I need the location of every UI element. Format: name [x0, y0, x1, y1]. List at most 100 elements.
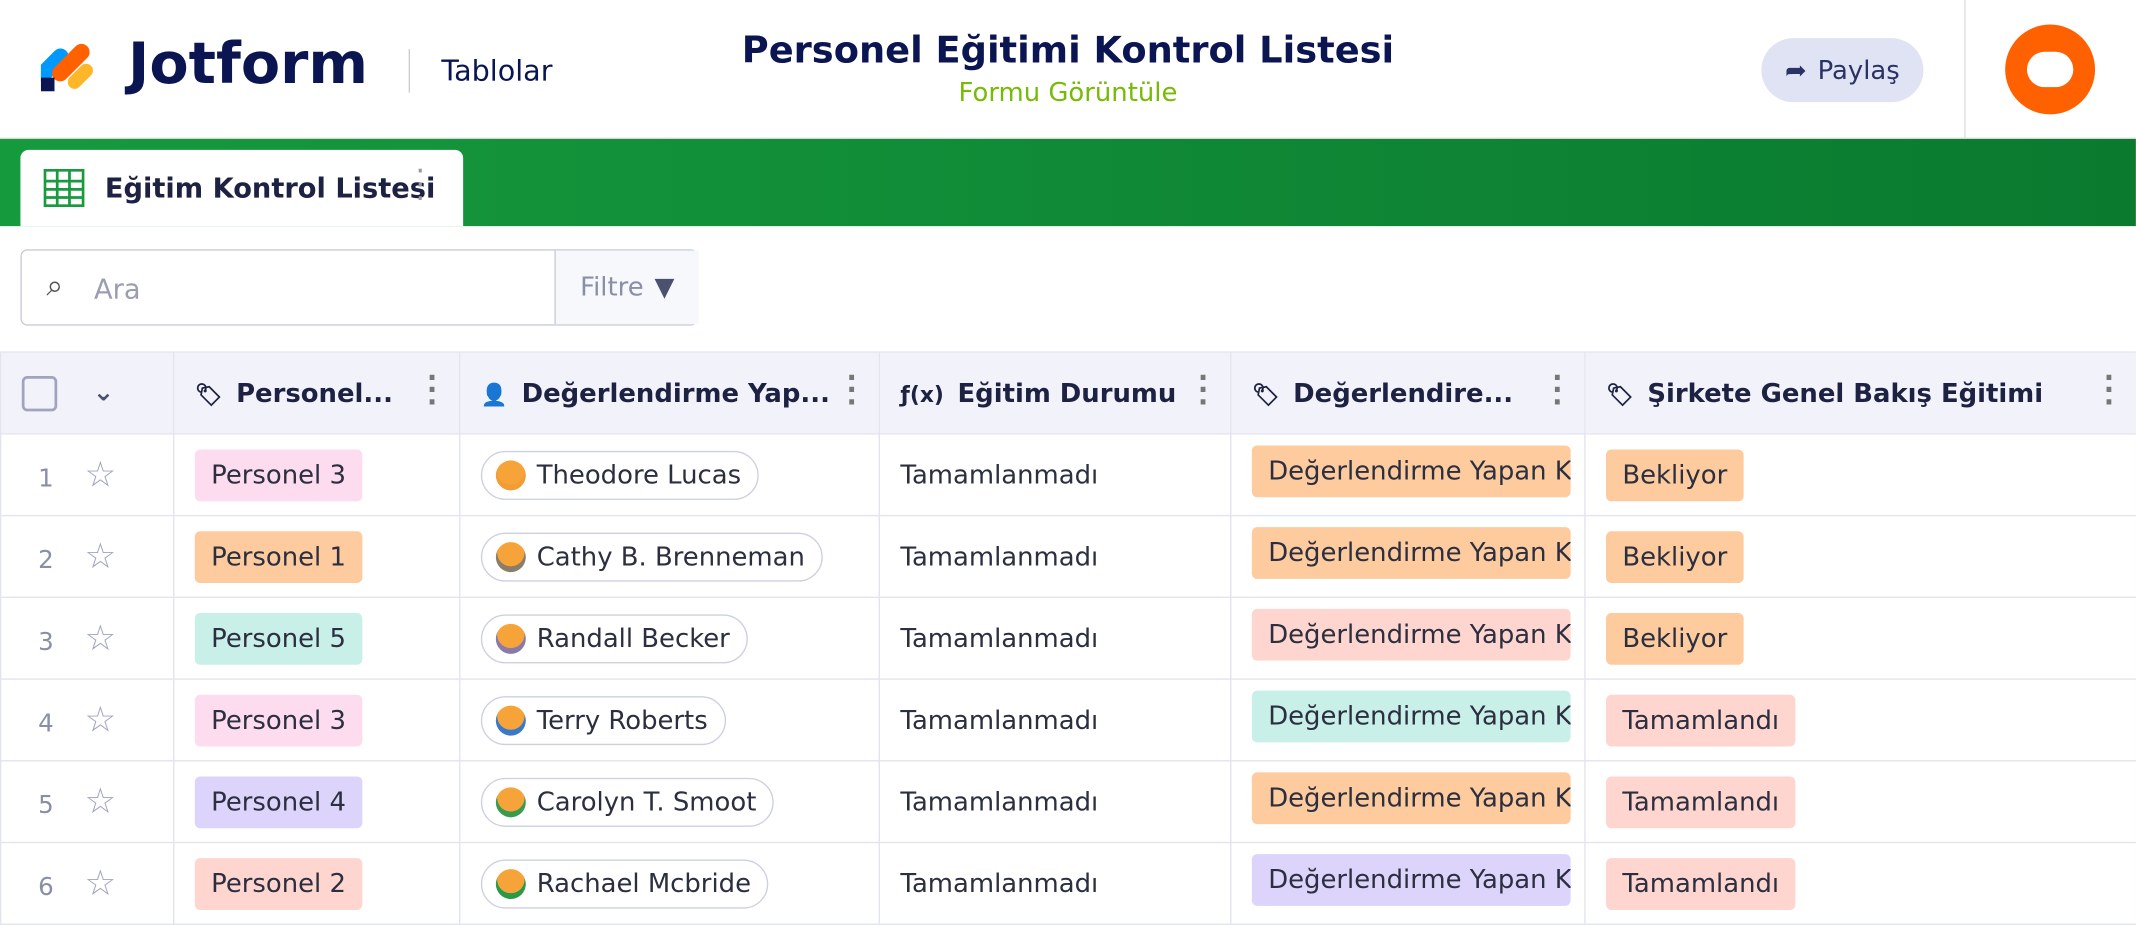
- column-menu[interactable]: · · ·: [2103, 360, 2115, 419]
- column-menu[interactable]: · · ·: [1197, 360, 1209, 419]
- user-name: Theodore Lucas: [536, 459, 742, 490]
- star-button[interactable]: ☆: [84, 781, 117, 823]
- filter-label: Filtre: [580, 272, 644, 303]
- column-title: Şirkete Genel Bakış Eğitimi: [1647, 378, 2044, 408]
- status-text: Tamamlanmadı: [900, 541, 1099, 572]
- row-number: 2: [38, 545, 54, 575]
- star-button[interactable]: ☆: [84, 699, 117, 741]
- personnel-tag: Personel 3: [194, 694, 363, 746]
- row-index-cell: 1 ☆: [0, 433, 175, 517]
- cell: Bekliyor: [1584, 433, 2136, 517]
- cell: Tamamlanmadı: [878, 841, 1232, 925]
- column-title: Değerlendirme Yap...: [521, 378, 830, 408]
- user-avatar: [495, 786, 526, 817]
- personnel-tag: Personel 4: [194, 775, 363, 828]
- column-icon: 🏷: [1606, 380, 1634, 407]
- search-placeholder: Ara: [93, 272, 141, 306]
- cell: Tamamlanmadı: [878, 760, 1232, 844]
- user-pill: Terry Roberts: [480, 695, 726, 745]
- cell: Theodore Lucas: [459, 433, 880, 517]
- cell: Carolyn T. Smoot: [459, 760, 880, 844]
- column-menu[interactable]: · · ·: [426, 360, 438, 419]
- cell: Personel 3: [172, 678, 461, 762]
- cell: Personel 3: [172, 433, 461, 517]
- row-number: 5: [38, 790, 54, 820]
- cell: Değerlendirme Yapan K: [1230, 841, 1586, 925]
- evaluator-tag: Değerlendirme Yapan K: [1251, 690, 1571, 743]
- user-pill: Rachael Mcbride: [480, 858, 769, 908]
- cell: Tamamlanmadı: [878, 514, 1232, 599]
- user-pill: Carolyn T. Smoot: [480, 777, 775, 827]
- user-name: Cathy B. Brenneman: [536, 541, 805, 572]
- logo-icon: [40, 43, 93, 92]
- status-text: Tamamlanmadı: [900, 623, 1099, 654]
- row-index-cell: 5 ☆: [0, 760, 175, 844]
- tab-menu[interactable]: · · ·: [415, 155, 426, 217]
- subtitle[interactable]: Formu Görüntüle: [958, 77, 1178, 108]
- column-icon: 👤: [480, 380, 508, 407]
- header-row: ⌄ 🏷 Personel... · · · 👤 Değerlendirme Yap... · · ·…: [0, 351, 2136, 435]
- cell: Değerlendirme Yapan K: [1230, 433, 1586, 517]
- status-text: Tamamlanmadı: [900, 868, 1099, 899]
- user-avatar: [495, 868, 526, 899]
- star-button[interactable]: ☆: [84, 454, 117, 496]
- star-button[interactable]: ☆: [84, 536, 117, 577]
- column-menu[interactable]: · · ·: [846, 360, 857, 419]
- search-box[interactable]: ⌕ Ara Filtre ▼: [20, 249, 699, 326]
- profile-avatar[interactable]: [2005, 24, 2096, 115]
- column-header: 🏷 Şirkete Genel Bakış Eğitimi · · ·: [1584, 351, 2136, 435]
- row-index-cell: 3 ☆: [0, 596, 175, 680]
- cell: Tamamlandı: [1584, 841, 2136, 925]
- column-title: Personel...: [236, 378, 393, 408]
- column-header: 🏷 Değerlendire... · · ·: [1230, 351, 1586, 435]
- row-index-cell: 2 ☆: [0, 514, 175, 599]
- column-title: Değerlendire...: [1293, 378, 1514, 408]
- cell: Tamamlanmadı: [878, 596, 1232, 680]
- column-icon: ƒ(x): [900, 380, 944, 407]
- row-number: 3: [38, 627, 54, 656]
- search-icon: ⌕: [46, 269, 64, 304]
- evaluator-tag: Değerlendirme Yapan K: [1251, 608, 1571, 661]
- cell: Değerlendirme Yapan K: [1230, 760, 1586, 844]
- overview-tag: Tamamlandı: [1606, 857, 1796, 910]
- overview-tag: Tamamlandı: [1606, 694, 1796, 746]
- status-text: Tamamlanmadı: [900, 786, 1099, 817]
- share-icon: ➦: [1784, 55, 1807, 86]
- cell: Bekliyor: [1584, 596, 2136, 680]
- cell: Değerlendirme Yapan K: [1230, 678, 1586, 762]
- cell: Bekliyor: [1584, 514, 2136, 599]
- filter-button[interactable]: Filtre ▼: [554, 250, 699, 325]
- status-text: Tamamlanmadı: [900, 459, 1099, 490]
- logo: Jotform: [128, 29, 369, 97]
- status-text: Tamamlanmadı: [900, 704, 1099, 735]
- user-avatar: [495, 459, 526, 490]
- overview-tag: Tamamlandı: [1606, 775, 1796, 828]
- table-row: 5 ☆ Personel 4 Carolyn T. Smoot Tamamlanmadı…: [0, 760, 2136, 844]
- overview-tag: Bekliyor: [1606, 448, 1744, 501]
- share-button[interactable]: ➦ Paylaş: [1761, 38, 1924, 103]
- title: Personel Eğitimi Kontrol Listesi: [741, 29, 1395, 73]
- column-title: Eğitim Durumu: [957, 378, 1177, 408]
- user-name: Terry Roberts: [536, 704, 708, 735]
- star-button[interactable]: ☆: [84, 617, 117, 659]
- cell: Personel 2: [172, 841, 461, 925]
- divider: [1964, 0, 1966, 139]
- user-avatar: [495, 541, 526, 572]
- cell: Personel 5: [172, 596, 461, 680]
- column-menu[interactable]: · · ·: [1552, 360, 1563, 419]
- cell: Terry Roberts: [459, 678, 880, 762]
- cell: Değerlendirme Yapan K: [1230, 514, 1586, 599]
- tab[interactable]: Eğitim Kontrol Listesi · · ·: [20, 149, 464, 227]
- tab-label: Eğitim Kontrol Listesi: [104, 171, 436, 205]
- personnel-tag: Personel 1: [194, 530, 363, 583]
- cell: Değerlendirme Yapan K: [1230, 596, 1586, 680]
- user-avatar: [495, 623, 526, 654]
- user-pill: Theodore Lucas: [480, 450, 759, 500]
- select-all[interactable]: ⌄: [0, 351, 175, 435]
- table-row: 4 ☆ Personel 3 Terry Roberts Tamamlanmadı Değ…: [0, 678, 2136, 762]
- cell: Cathy B. Brenneman: [459, 514, 880, 599]
- user-name: Rachael Mcbride: [536, 868, 751, 899]
- star-button[interactable]: ☆: [84, 862, 117, 904]
- overview-tag: Bekliyor: [1606, 530, 1744, 583]
- overview-tag: Bekliyor: [1606, 612, 1744, 665]
